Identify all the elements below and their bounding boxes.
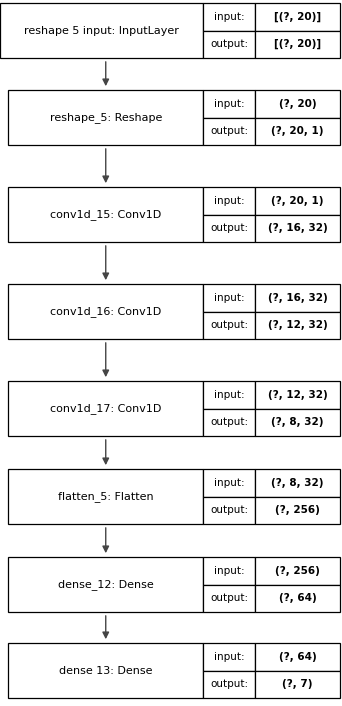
Bar: [255, 311, 340, 339]
Bar: [203, 3, 255, 30]
Text: [(?, 20)]: [(?, 20)]: [274, 39, 321, 49]
Text: output:: output:: [210, 679, 249, 689]
Bar: [8, 381, 203, 436]
Bar: [203, 284, 255, 311]
Bar: [255, 284, 340, 311]
Bar: [255, 30, 340, 58]
Bar: [8, 469, 203, 524]
Text: (?, 12, 32): (?, 12, 32): [268, 321, 328, 330]
Text: input:: input:: [214, 566, 245, 576]
Text: conv1d_17: Conv1D: conv1d_17: Conv1D: [50, 403, 161, 414]
Text: dense 13: Dense: dense 13: Dense: [59, 666, 153, 676]
Bar: [203, 90, 255, 117]
Text: (?, 64): (?, 64): [279, 652, 317, 662]
Text: conv1d_16: Conv1D: conv1d_16: Conv1D: [50, 306, 161, 317]
Text: (?, 256): (?, 256): [275, 505, 320, 515]
Text: output:: output:: [210, 126, 249, 136]
Bar: [8, 284, 203, 339]
Bar: [203, 311, 255, 339]
Text: output:: output:: [210, 321, 249, 330]
Bar: [255, 90, 340, 117]
Text: output:: output:: [210, 40, 249, 49]
Text: (?, 64): (?, 64): [279, 593, 317, 603]
Text: [(?, 20)]: [(?, 20)]: [274, 11, 321, 22]
Text: output:: output:: [210, 593, 249, 603]
Bar: [203, 557, 255, 585]
Text: (?, 20, 1): (?, 20, 1): [272, 126, 324, 136]
Bar: [255, 381, 340, 409]
Bar: [255, 3, 340, 30]
Bar: [203, 671, 255, 698]
Text: (?, 8, 32): (?, 8, 32): [272, 417, 324, 427]
Text: reshape_5: Reshape: reshape_5: Reshape: [50, 112, 162, 123]
Bar: [203, 585, 255, 612]
Text: output:: output:: [210, 223, 249, 233]
Text: (?, 256): (?, 256): [275, 566, 320, 576]
Bar: [255, 671, 340, 698]
Text: (?, 12, 32): (?, 12, 32): [268, 390, 328, 400]
Bar: [255, 215, 340, 242]
Text: (?, 16, 32): (?, 16, 32): [268, 293, 328, 303]
Bar: [203, 496, 255, 524]
Text: (?, 16, 32): (?, 16, 32): [268, 223, 328, 233]
Text: flatten_5: Flatten: flatten_5: Flatten: [58, 491, 154, 502]
Text: input:: input:: [214, 12, 245, 22]
Bar: [203, 187, 255, 215]
Text: reshape 5 input: InputLayer: reshape 5 input: InputLayer: [24, 25, 179, 35]
Text: input:: input:: [214, 652, 245, 662]
Bar: [255, 187, 340, 215]
Bar: [8, 187, 203, 242]
Bar: [255, 496, 340, 524]
Text: input:: input:: [214, 390, 245, 400]
Text: (?, 8, 32): (?, 8, 32): [272, 478, 324, 488]
Bar: [255, 643, 340, 671]
Bar: [203, 409, 255, 436]
Bar: [255, 409, 340, 436]
Bar: [255, 469, 340, 496]
Text: (?, 20): (?, 20): [279, 99, 317, 109]
Text: output:: output:: [210, 417, 249, 427]
Bar: [203, 30, 255, 58]
Bar: [8, 90, 203, 145]
Bar: [255, 585, 340, 612]
Bar: [203, 469, 255, 496]
Bar: [203, 215, 255, 242]
Text: (?, 20, 1): (?, 20, 1): [272, 196, 324, 205]
Bar: [255, 557, 340, 585]
Bar: [8, 643, 203, 698]
Text: (?, 7): (?, 7): [282, 679, 313, 689]
Text: input:: input:: [214, 478, 245, 488]
Text: conv1d_15: Conv1D: conv1d_15: Conv1D: [50, 209, 161, 220]
Text: input:: input:: [214, 293, 245, 303]
Text: input:: input:: [214, 196, 245, 205]
Bar: [203, 117, 255, 145]
Bar: [203, 643, 255, 671]
Bar: [255, 117, 340, 145]
Bar: [203, 381, 255, 409]
Bar: [0, 3, 203, 58]
Bar: [8, 557, 203, 612]
Text: dense_12: Dense: dense_12: Dense: [58, 579, 154, 590]
Text: input:: input:: [214, 99, 245, 109]
Text: output:: output:: [210, 505, 249, 515]
